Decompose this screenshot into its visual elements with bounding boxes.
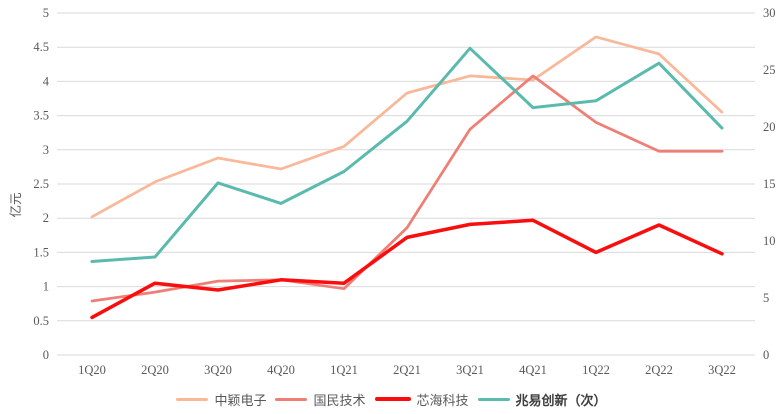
y-axis-right-tick-label: 15 xyxy=(763,177,776,191)
y-axis-left-tick-label: 2.5 xyxy=(33,177,49,191)
legend-item-1: 国民技术 xyxy=(275,390,366,409)
y-axis-right-tick-label: 5 xyxy=(763,291,769,305)
y-axis-left-tick-label: 2 xyxy=(43,211,49,225)
y-axis-left-tick-label: 4.5 xyxy=(33,40,49,54)
legend-label: 芯海科技 xyxy=(416,392,469,408)
x-axis-tick-label: 4Q21 xyxy=(519,363,547,377)
y-axis-right-tick-label: 30 xyxy=(763,6,776,20)
series-line-3 xyxy=(90,46,724,263)
x-axis-tick-label: 2Q21 xyxy=(393,363,421,377)
x-axis-tick-label: 2Q20 xyxy=(141,363,169,377)
y-axis-left-tick-label: 3.5 xyxy=(33,109,49,123)
x-axis-tick-label: 1Q20 xyxy=(78,363,106,377)
chart-legend: 中颖电子 国民技术 芯海科技 兆易创新（次） xyxy=(0,386,783,412)
x-axis-tick-label: 3Q20 xyxy=(204,363,232,377)
legend-label: 兆易创新（次） xyxy=(515,392,607,408)
y-axis-left-tick-label: 1 xyxy=(43,280,49,294)
series-line-2 xyxy=(90,218,724,320)
legend-item-3: 兆易创新（次） xyxy=(477,390,607,409)
y-axis-left-tick-label: 3 xyxy=(43,143,49,157)
x-axis-tick-label: 4Q20 xyxy=(267,363,295,377)
legend-swatch-icon xyxy=(176,397,209,401)
y-axis-right-tick-label: 10 xyxy=(763,234,776,248)
x-axis-tick-label: 1Q22 xyxy=(582,363,610,377)
y-axis-left-tick-label: 0 xyxy=(43,348,49,362)
series-line-0 xyxy=(90,35,724,219)
y-axis-left-tick-label: 4 xyxy=(43,74,50,88)
legend-label: 中颖电子 xyxy=(214,392,267,408)
y-axis-right-tick-label: 25 xyxy=(763,63,776,77)
legend-swatch-icon xyxy=(477,397,510,401)
x-axis-tick-label: 3Q22 xyxy=(708,363,736,377)
x-axis-tick-label: 2Q22 xyxy=(645,363,673,377)
chart-plot-area: 0 0.5 1 1.5 2 2.5 3 3.5 4 4.5 5 0 5 10 15 20 25 30 亿元 1Q20 2… xyxy=(8,6,776,377)
series-line-1 xyxy=(90,74,724,303)
y-axis-left-tick-label: 1.5 xyxy=(33,245,49,259)
y-axis-right-tick-label: 20 xyxy=(763,120,776,134)
y-axis-title: 亿元 xyxy=(8,192,23,217)
x-axis-tick-label: 3Q21 xyxy=(456,363,484,377)
legend-item-2: 芯海科技 xyxy=(374,390,469,409)
y-axis-left-tick-label: 5 xyxy=(43,6,49,20)
y-axis-right-tick-label: 0 xyxy=(763,348,769,362)
legend-swatch-icon xyxy=(275,397,308,401)
legend-swatch-icon xyxy=(374,397,411,401)
legend-item-0: 中颖电子 xyxy=(176,390,266,409)
x-axis-tick-label: 1Q21 xyxy=(330,363,358,377)
y-axis-left-tick-label: 0.5 xyxy=(33,314,49,328)
legend-label: 国民技术 xyxy=(313,392,366,408)
